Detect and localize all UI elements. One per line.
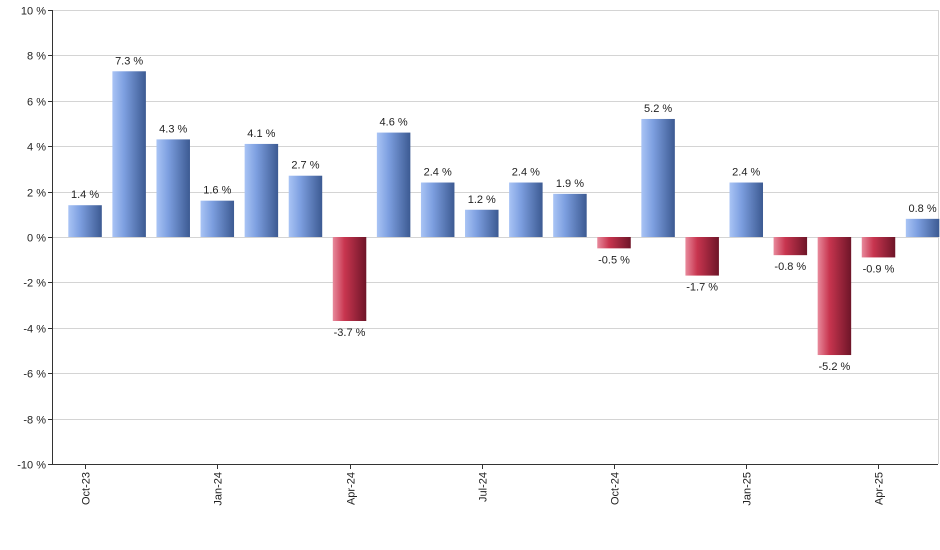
x-tick-label: Oct-23 [81, 472, 93, 505]
data-label-aug-24: 2.4 % [512, 167, 540, 179]
data-label-dec-24: -1.7 % [686, 282, 718, 294]
bars-layer [68, 71, 940, 356]
x-tick-label: Jan-24 [213, 472, 225, 506]
bar-feb-25 [773, 237, 808, 256]
bar-jan-24 [200, 200, 235, 237]
x-tick-label: Jan-25 [742, 472, 754, 506]
data-label-feb-25: -0.8 % [774, 261, 806, 273]
bar-nov-23 [112, 71, 146, 237]
bar-mar-25 [817, 237, 852, 356]
y-tick-label: 4 % [27, 142, 46, 154]
data-label-apr-24: -3.7 % [334, 327, 366, 339]
data-label-feb-24: 4.1 % [247, 128, 275, 140]
y-tick-label: -2 % [23, 278, 46, 290]
y-tick-label: 2 % [27, 188, 46, 200]
x-tick-label: Oct-24 [610, 472, 622, 505]
bar-nov-24 [641, 118, 675, 237]
data-label-may-24: 4.6 % [380, 117, 408, 129]
data-label-apr-25: -0.9 % [863, 263, 895, 275]
bar-jan-25 [729, 182, 764, 237]
data-label-jun-24: 2.4 % [424, 167, 452, 179]
bar-apr-24 [332, 237, 367, 321]
y-tick-label: 8 % [27, 51, 46, 63]
data-labels-layer: 1.4 % 7.3 % 4.3 % 1.6 % 4.1 % 2.7 % -3.7 % 4.6 … [71, 55, 937, 373]
data-label-nov-24: 5.2 % [644, 103, 672, 115]
data-label-sep-24: 1.9 % [556, 178, 584, 190]
bar-feb-24 [244, 143, 279, 237]
bar-jul-24 [465, 209, 499, 237]
data-label-jan-24: 1.6 % [203, 185, 231, 197]
data-label-mar-25: -5.2 % [819, 361, 851, 373]
data-label-mar-24: 2.7 % [291, 160, 319, 172]
bar-oct-24 [597, 237, 631, 249]
data-label-oct-23: 1.4 % [71, 189, 99, 201]
data-label-jan-25: 2.4 % [732, 167, 760, 179]
y-tick-label: -8 % [23, 415, 46, 427]
bar-oct-23 [68, 205, 102, 237]
bar-may-24 [376, 132, 411, 237]
bar-jun-24 [420, 182, 455, 237]
y-tick-label: 10 % [21, 6, 46, 18]
bar-may-25 [905, 218, 940, 237]
y-tick-label: -10 % [17, 460, 46, 472]
axis-layer: 10 % 8 % 6 % 4 % 2 % 0 % -2 % -4 % -6 % -8 % -10 %… [17, 6, 938, 506]
bar-sep-24 [553, 193, 587, 237]
data-label-may-25: 0.8 % [909, 203, 937, 215]
data-label-nov-23: 7.3 % [115, 55, 143, 67]
y-tick-label: 6 % [27, 97, 46, 109]
data-label-jul-24: 1.2 % [468, 194, 496, 206]
x-tick-label: Apr-24 [346, 472, 358, 505]
bar-dec-24 [685, 237, 719, 276]
y-tick-label: -4 % [23, 324, 46, 336]
data-label-oct-24: -0.5 % [598, 254, 630, 266]
bar-aug-24 [509, 182, 543, 237]
y-tick-label: -6 % [23, 369, 46, 381]
bar-apr-25 [861, 237, 896, 258]
x-tick-label: Apr-25 [874, 472, 886, 505]
data-label-dec-23: 4.3 % [159, 123, 187, 135]
y-tick-label: 0 % [27, 233, 46, 245]
bar-dec-23 [156, 139, 190, 237]
x-tick-label: Jul-24 [478, 472, 490, 502]
bar-mar-24 [288, 175, 323, 237]
